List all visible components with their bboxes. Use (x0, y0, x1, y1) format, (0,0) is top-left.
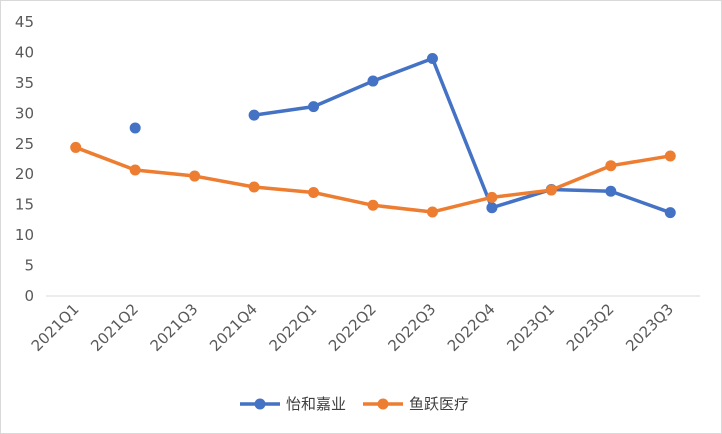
x-tick-label: 2022Q1 (266, 300, 321, 355)
x-tick-label: 2021Q1 (28, 300, 83, 355)
series-layer (70, 53, 676, 219)
y-tick-label: 40 (15, 43, 34, 61)
series-line-segment (73, 145, 137, 172)
x-tick-label: 2023Q2 (563, 300, 618, 355)
series-line-segment (549, 187, 613, 194)
y-tick-label: 45 (15, 13, 34, 31)
legend-item: 怡和嘉业 (240, 395, 346, 413)
series-line-segment (252, 104, 316, 117)
x-tick-label: 2021Q3 (147, 300, 202, 355)
series-line-segment (371, 203, 435, 214)
data-point (605, 160, 617, 172)
x-tick-label: 2022Q3 (384, 300, 439, 355)
y-tick-label: 30 (15, 104, 34, 122)
series-line-segment (609, 189, 673, 215)
data-point (70, 141, 82, 153)
series-line-segment (490, 188, 554, 200)
x-tick-label: 2023Q3 (622, 300, 677, 355)
legend-marker (254, 398, 266, 410)
data-point (486, 191, 498, 203)
data-point (248, 181, 260, 193)
y-tick-label: 15 (15, 196, 34, 214)
legend-label: 怡和嘉业 (286, 395, 346, 413)
x-tick-label: 2023Q1 (503, 300, 558, 355)
series-line-segment (133, 168, 197, 178)
data-point (664, 207, 676, 219)
data-point (248, 109, 260, 121)
y-tick-label: 10 (15, 226, 34, 244)
series-line-segment (430, 195, 494, 214)
data-point (664, 150, 676, 162)
x-tick-label: 2021Q2 (87, 300, 142, 355)
series-line-segment (192, 174, 256, 189)
legend-item: 鱼跃医疗 (363, 395, 469, 413)
data-point (426, 206, 438, 218)
series-line-segment (609, 154, 673, 168)
axis-layer: 0 5 10 15 20 25 30 35 40 45 2021Q1 2021Q2 2021Q3 2021… (15, 13, 700, 355)
series-line-segment (371, 56, 435, 83)
data-point (367, 75, 379, 87)
x-tick-label: 2021Q4 (206, 300, 261, 355)
series-2 (70, 141, 676, 218)
y-tick-label: 25 (15, 135, 34, 153)
series-1 (129, 53, 676, 219)
data-point (605, 185, 617, 197)
y-tick-label: 35 (15, 74, 34, 92)
series-line-segment (311, 190, 375, 208)
legend: 怡和嘉业 鱼跃医疗 (240, 395, 469, 413)
y-tick-label: 20 (15, 165, 34, 183)
legend-label: 鱼跃医疗 (409, 395, 469, 413)
data-point (189, 170, 201, 182)
x-tick-label: 2022Q2 (325, 300, 380, 355)
data-point (129, 164, 141, 176)
data-point (308, 186, 320, 198)
series-line-segment (252, 185, 316, 195)
series-line-segment (311, 79, 375, 109)
series-line-segment (549, 163, 613, 192)
data-point (367, 199, 379, 211)
data-point (545, 184, 557, 196)
legend-marker (377, 398, 389, 410)
y-tick-label: 5 (24, 257, 34, 275)
y-tick-label: 0 (24, 287, 34, 305)
data-point (308, 101, 320, 113)
data-point (486, 202, 498, 214)
data-point (426, 53, 438, 65)
x-tick-label: 2022Q4 (444, 300, 499, 355)
data-point (129, 122, 141, 134)
series-line-segment (430, 56, 494, 210)
